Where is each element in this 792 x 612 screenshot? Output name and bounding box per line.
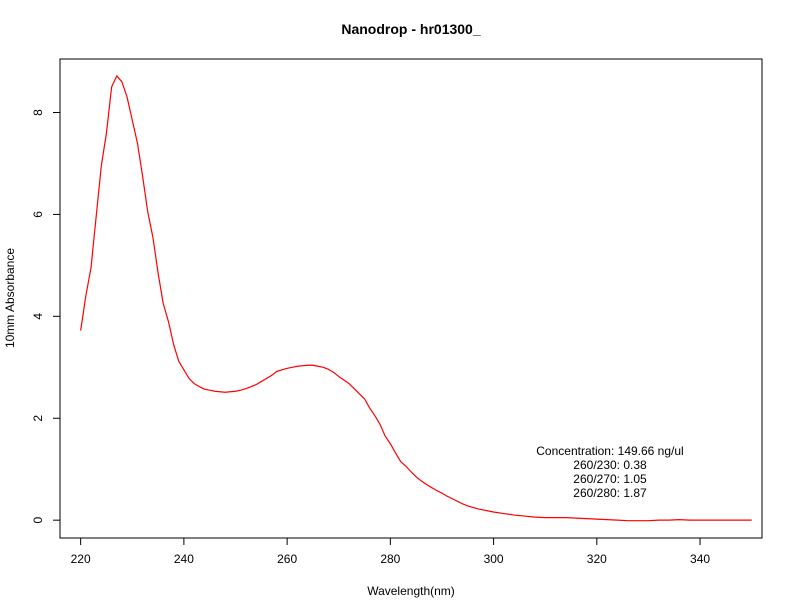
x-axis-label: Wavelength(nm) — [367, 584, 455, 598]
chart-title: Nanodrop - hr01300_ — [341, 21, 480, 37]
annotation-ratio-260-280: 260/280: 1.87 — [573, 486, 647, 500]
y-tick-label: 4 — [31, 313, 45, 320]
x-tick-label: 340 — [690, 552, 710, 566]
x-tick-label: 300 — [484, 552, 504, 566]
y-tick-label: 2 — [31, 415, 45, 422]
absorbance-line — [80, 75, 752, 522]
y-axis-label: 10mm Absorbance — [3, 248, 17, 348]
y-tick-label: 6 — [31, 211, 45, 218]
x-tick-label: 260 — [277, 552, 297, 566]
annotation-concentration: Concentration: 149.66 ng/ul — [536, 444, 683, 458]
annotation-ratio-260-270: 260/270: 1.05 — [573, 472, 647, 486]
x-tick-label: 220 — [71, 552, 91, 566]
x-tick-label: 280 — [380, 552, 400, 566]
annotation-ratio-260-230: 260/230: 0.38 — [573, 458, 647, 472]
y-tick-label: 8 — [31, 109, 45, 116]
x-axis: 220 240 260 280 300 320 340 — [71, 537, 710, 566]
x-tick-label: 320 — [587, 552, 607, 566]
y-tick-label: 0 — [31, 517, 45, 524]
x-tick-label: 240 — [174, 552, 194, 566]
annotation-box: Concentration: 149.66 ng/ul 260/230: 0.3… — [536, 444, 683, 500]
y-axis: 0 2 4 6 8 — [31, 109, 61, 524]
